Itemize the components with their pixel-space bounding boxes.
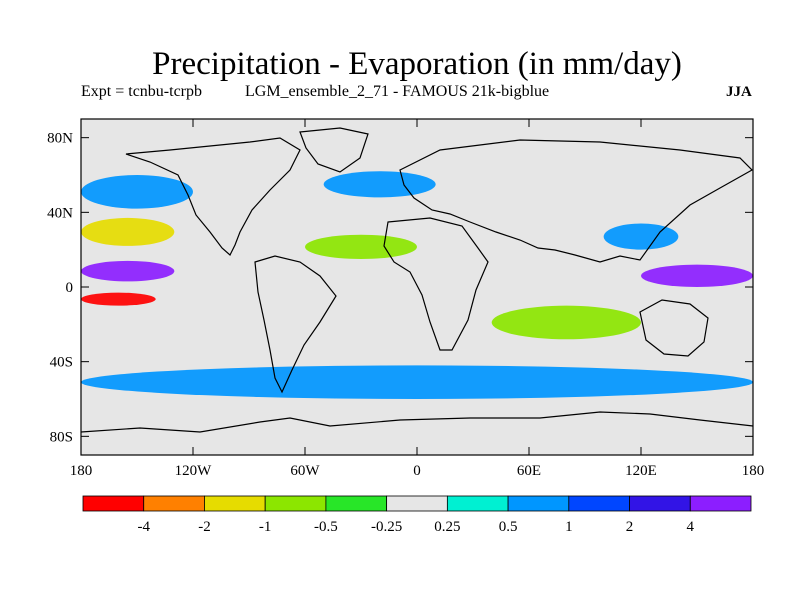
region-pacific-itcz-band (81, 260, 175, 282)
colorbar-swatch (629, 495, 691, 512)
region-tropical-atlantic-dry (305, 234, 417, 259)
y-tick-label: 80S (50, 429, 73, 445)
colorbar-swatch (204, 495, 266, 512)
colorbar-label: 1 (565, 519, 573, 535)
colorbar-swatch (386, 495, 448, 512)
colorbar-label: -0.5 (314, 519, 338, 535)
x-tick-label: 60E (517, 463, 541, 479)
coastline-antarctica (81, 411, 753, 433)
ensemble-label: LGM_ensemble_2_71 - FAMOUS 21k-bigblue (245, 83, 550, 100)
y-tick-label: 40S (50, 355, 73, 371)
colorbar-swatch (82, 495, 145, 512)
region-south-pacific-dry-band (81, 292, 156, 306)
colorbar: -4 -2 -1 -0.5 -0.25 0.25 0.5 1 2 4 (82, 495, 752, 535)
coastline-eurasia (399, 139, 753, 263)
region-north-pacific-dry-belt (81, 217, 175, 246)
region-east-asia-wet (603, 223, 679, 250)
colorbar-label: 0.5 (499, 519, 518, 535)
x-tick-label: 0 (413, 463, 421, 479)
coastline-africa (383, 217, 489, 351)
region-west-pacific-warm-pool (641, 264, 753, 287)
colorbar-label: -1 (259, 519, 272, 535)
colorbar-label: 2 (626, 519, 634, 535)
region-south-indian-dry-belt (491, 305, 641, 340)
y-tick-label: 0 (66, 280, 74, 296)
colorbar-swatch (689, 495, 752, 512)
x-tick-label: 120E (625, 463, 657, 479)
region-southern-ocean-wet-belt (81, 365, 753, 400)
coastline-south-america (254, 255, 337, 394)
colorbar-swatch (507, 495, 570, 512)
colorbar-label: -2 (198, 519, 211, 535)
y-tick-label: 80N (47, 131, 73, 147)
colorbar-label: 0.25 (434, 519, 460, 535)
region-north-atlantic-wet (323, 171, 436, 198)
chart-title: Precipitation - Evaporation (in mm/day) (152, 46, 682, 82)
colorbar-label: 4 (687, 519, 695, 535)
coastline-greenland (299, 127, 369, 173)
x-tick-label: 180 (70, 463, 93, 479)
x-tick-label: 180 (742, 463, 765, 479)
coastline-australia (639, 299, 709, 357)
colorbar-label: -4 (137, 519, 150, 535)
colorbar-label: -0.25 (371, 519, 402, 535)
coastline-north-america (125, 137, 301, 256)
x-tick-label: 60W (290, 463, 320, 479)
colorbar-swatch (143, 495, 205, 512)
x-tick-label: 120W (175, 463, 213, 479)
colorbar-swatch (446, 495, 509, 512)
season-label: JJA (726, 84, 752, 100)
axes: 180 120W 60W 0 60E 120E 180 80N 40N 0 40S 80S (47, 119, 764, 479)
region-north-pacific-upper-wet (81, 175, 193, 209)
colorbar-swatch (264, 495, 327, 512)
colorbar-swatch (568, 495, 630, 512)
map-area (81, 119, 753, 455)
y-tick-label: 40N (47, 205, 73, 221)
field-regions (81, 171, 753, 400)
colorbar-swatch (325, 495, 388, 512)
experiment-label: Expt = tcnbu-tcrpb (81, 83, 202, 100)
map-background (81, 119, 753, 455)
coastlines (81, 127, 753, 433)
